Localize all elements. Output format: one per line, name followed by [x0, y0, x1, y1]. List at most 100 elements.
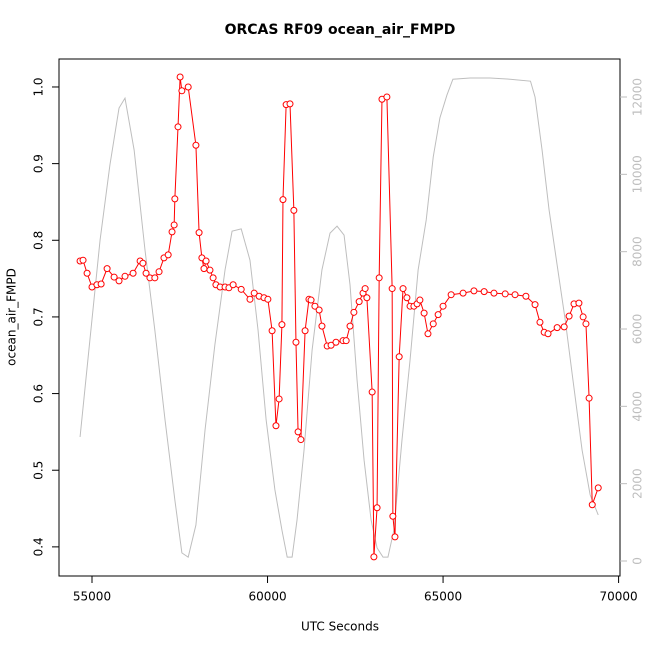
- data-point: [318, 322, 326, 330]
- data-point: [292, 338, 300, 346]
- y-tick-label: 0.5: [32, 461, 46, 480]
- data-point: [420, 309, 428, 317]
- data-point: [585, 394, 593, 402]
- y2-tick-label: 2000: [631, 468, 645, 499]
- data-point: [470, 287, 478, 295]
- data-point: [142, 269, 150, 277]
- data-point: [278, 321, 286, 329]
- data-point: [178, 87, 186, 95]
- data-point: [174, 123, 182, 131]
- data-point: [403, 294, 411, 302]
- data-point: [264, 295, 272, 303]
- y2-tick-label: 12000: [631, 78, 645, 116]
- data-point: [383, 93, 391, 101]
- data-point: [560, 323, 568, 331]
- data-point: [139, 259, 147, 267]
- x-tick-label: 55000: [73, 590, 111, 604]
- data-point: [361, 285, 369, 293]
- data-point: [110, 273, 118, 281]
- data-point: [416, 296, 424, 304]
- data-point: [294, 428, 302, 436]
- data-point: [565, 312, 573, 320]
- data-point: [399, 285, 407, 293]
- data-point: [103, 265, 111, 273]
- y-tick-label: 0.8: [32, 231, 46, 250]
- data-point: [575, 299, 583, 307]
- data-point: [579, 313, 587, 321]
- data-point: [275, 395, 283, 403]
- y-tick-label: 1.0: [32, 77, 46, 96]
- data-line: [79, 76, 599, 557]
- data-point: [184, 83, 192, 91]
- data-point: [536, 318, 544, 326]
- data-point: [164, 251, 172, 259]
- data-point: [424, 330, 432, 338]
- data-point: [268, 327, 276, 335]
- data-point: [350, 308, 358, 316]
- data-point: [121, 272, 129, 280]
- data-point: [206, 266, 214, 274]
- data-point: [327, 341, 335, 349]
- data-point: [209, 274, 217, 282]
- data-point: [176, 73, 184, 81]
- y2-tick-label: 4000: [631, 391, 645, 422]
- data-point: [192, 141, 200, 149]
- data-point: [301, 327, 309, 335]
- data-point: [171, 195, 179, 203]
- data-point: [307, 296, 315, 304]
- data-point: [511, 291, 519, 299]
- data-point: [250, 289, 258, 297]
- data-point: [490, 289, 498, 297]
- y2-tick-label: 8000: [631, 236, 645, 267]
- data-point: [246, 295, 254, 303]
- data-point: [544, 330, 552, 338]
- data-point: [168, 228, 176, 236]
- chart-title: ORCAS RF09 ocean_air_FMPD: [225, 22, 456, 38]
- data-point: [375, 274, 383, 282]
- data-point: [202, 257, 210, 265]
- data-point: [368, 388, 376, 396]
- x-tick-label: 60000: [248, 590, 286, 604]
- data-point: [200, 265, 208, 273]
- data-point: [155, 268, 163, 276]
- x-tick-label: 70000: [600, 590, 638, 604]
- data-point: [522, 292, 530, 300]
- data-point: [531, 301, 539, 309]
- data-point: [429, 320, 437, 328]
- data-point: [151, 274, 159, 282]
- data-point: [373, 504, 381, 512]
- data-point: [391, 533, 399, 541]
- data-point: [97, 280, 105, 288]
- y2-tick-label: 6000: [631, 314, 645, 345]
- data-point: [229, 281, 237, 289]
- data-line: [79, 77, 599, 558]
- data-point: [79, 256, 87, 264]
- data-point: [170, 221, 178, 229]
- data-point: [355, 298, 363, 306]
- data-point: [83, 269, 91, 277]
- y2-tick-label: 10000: [631, 155, 645, 193]
- data-point: [279, 196, 287, 204]
- data-point: [439, 302, 447, 310]
- data-point: [395, 353, 403, 361]
- data-point: [297, 436, 305, 444]
- y-axis-label: ocean_air_FMPD: [5, 268, 19, 366]
- data-point: [434, 311, 442, 319]
- data-point: [129, 269, 137, 277]
- data-point: [370, 553, 378, 561]
- y-tick-label: 0.4: [32, 537, 46, 556]
- data-point: [389, 512, 397, 520]
- data-point: [342, 337, 350, 345]
- data-point: [480, 288, 488, 296]
- y-tick-label: 0.7: [32, 307, 46, 326]
- data-point: [459, 289, 467, 297]
- data-point: [332, 338, 340, 346]
- data-point: [346, 322, 354, 330]
- data-point: [195, 229, 203, 237]
- data-point: [588, 501, 596, 509]
- x-tick-label: 65000: [424, 590, 462, 604]
- data-point: [582, 320, 590, 328]
- plot-frame: [58, 58, 621, 577]
